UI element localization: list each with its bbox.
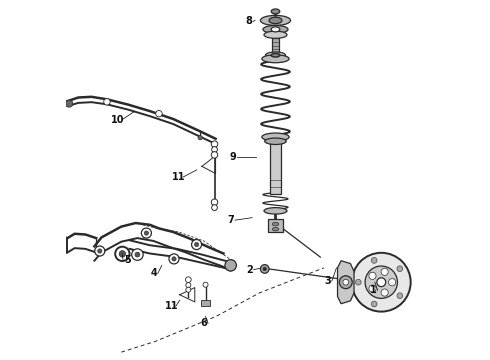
Circle shape: [397, 266, 403, 271]
Circle shape: [355, 279, 361, 285]
Text: 5: 5: [124, 255, 131, 265]
Ellipse shape: [272, 222, 279, 226]
Text: 1: 1: [370, 285, 377, 296]
Ellipse shape: [263, 26, 288, 33]
Circle shape: [389, 279, 396, 286]
Text: 2: 2: [246, 265, 253, 275]
Circle shape: [211, 152, 218, 158]
Circle shape: [225, 260, 236, 271]
Circle shape: [141, 228, 151, 238]
Ellipse shape: [271, 27, 280, 32]
Ellipse shape: [272, 227, 279, 231]
Circle shape: [192, 239, 201, 249]
Ellipse shape: [264, 31, 287, 39]
Bar: [201, 300, 210, 306]
Circle shape: [343, 279, 349, 285]
Circle shape: [365, 266, 397, 298]
Text: 4: 4: [150, 268, 157, 278]
Circle shape: [263, 267, 267, 271]
Circle shape: [203, 282, 208, 287]
Text: 6: 6: [200, 319, 207, 328]
Bar: [270, 142, 281, 194]
Circle shape: [172, 257, 176, 261]
Ellipse shape: [269, 17, 282, 24]
Circle shape: [260, 265, 269, 273]
Circle shape: [95, 246, 105, 256]
Ellipse shape: [266, 52, 286, 58]
Text: 8: 8: [245, 17, 252, 27]
Circle shape: [135, 252, 140, 257]
Circle shape: [119, 251, 125, 257]
Circle shape: [369, 272, 376, 279]
Circle shape: [186, 283, 191, 288]
Bar: [271, 39, 279, 53]
Circle shape: [115, 247, 129, 261]
Circle shape: [156, 111, 162, 117]
Circle shape: [369, 285, 376, 292]
Circle shape: [186, 277, 191, 283]
Circle shape: [381, 289, 388, 296]
Ellipse shape: [271, 53, 280, 57]
Circle shape: [66, 100, 73, 107]
Bar: [269, 220, 283, 232]
Text: 11: 11: [172, 172, 185, 182]
Circle shape: [98, 249, 102, 253]
Ellipse shape: [262, 133, 289, 141]
Text: 11: 11: [165, 301, 178, 311]
Circle shape: [211, 141, 218, 147]
Ellipse shape: [265, 138, 286, 144]
Circle shape: [381, 268, 388, 275]
Circle shape: [212, 205, 218, 211]
Circle shape: [195, 242, 199, 247]
Text: 10: 10: [111, 115, 124, 125]
Circle shape: [352, 253, 411, 312]
Circle shape: [186, 287, 191, 292]
Circle shape: [198, 135, 202, 140]
Polygon shape: [338, 261, 354, 304]
Ellipse shape: [264, 208, 287, 214]
Text: 9: 9: [229, 152, 236, 162]
Circle shape: [371, 257, 377, 263]
Circle shape: [104, 99, 110, 105]
Circle shape: [144, 231, 148, 235]
Ellipse shape: [260, 15, 291, 26]
Text: 3: 3: [324, 276, 331, 286]
Circle shape: [371, 301, 377, 307]
Ellipse shape: [262, 55, 289, 63]
Circle shape: [339, 276, 352, 289]
Circle shape: [397, 293, 403, 298]
Circle shape: [132, 249, 143, 260]
Circle shape: [211, 199, 218, 206]
Circle shape: [377, 278, 386, 287]
Text: 7: 7: [227, 215, 234, 225]
Ellipse shape: [271, 9, 280, 14]
Circle shape: [212, 147, 218, 152]
Circle shape: [169, 254, 179, 264]
